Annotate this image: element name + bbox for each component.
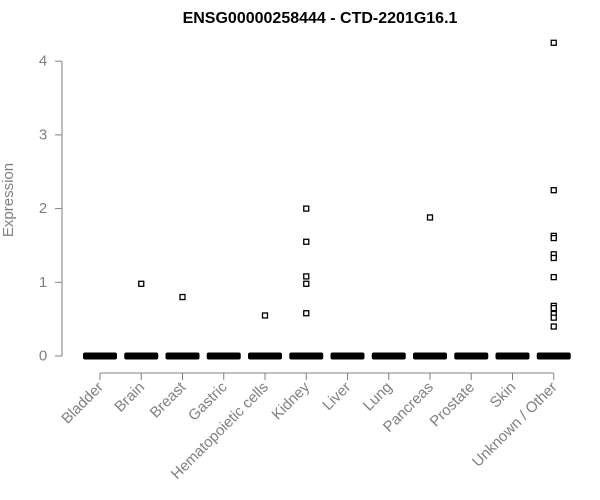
x-tick-label: Skin: [487, 379, 520, 412]
zero-band: [165, 352, 200, 360]
zero-band: [495, 352, 530, 360]
x-tick-label: Prostate: [427, 379, 479, 431]
zero-band: [536, 352, 571, 360]
zero-band: [371, 352, 406, 360]
x-tick-label: Brain: [111, 379, 148, 416]
data-point: [550, 304, 557, 312]
zero-band: [330, 352, 365, 360]
zero-band: [454, 352, 489, 360]
x-tick-label: Kidney: [269, 378, 314, 423]
data-points: [138, 39, 557, 330]
data-point: [550, 314, 557, 321]
y-tick-label: 2: [39, 200, 47, 217]
data-point: [550, 234, 557, 242]
y-tick-label: 3: [39, 126, 47, 143]
data-point: [550, 254, 557, 262]
zero-band: [413, 352, 447, 360]
y-tick-label: 0: [39, 348, 47, 365]
x-tick-label: Breast: [147, 378, 190, 421]
zero-band: [83, 352, 117, 360]
data-point: [426, 214, 434, 221]
data-point: [138, 280, 145, 287]
zero-band: [206, 352, 241, 360]
data-point: [303, 280, 310, 287]
data-point: [303, 238, 310, 245]
zero-value-bands: [83, 352, 571, 360]
x-tick-label: Lung: [360, 379, 396, 415]
data-point: [303, 310, 310, 317]
y-tick-label: 1: [39, 274, 47, 291]
data-point: [550, 273, 557, 281]
data-point: [303, 205, 310, 212]
y-tick-label: 4: [39, 53, 47, 70]
chart-title: ENSG00000258444 - CTD-2201G16.1: [183, 10, 458, 27]
data-point: [303, 273, 310, 280]
zero-band: [124, 352, 159, 360]
data-point: [550, 323, 557, 330]
data-point: [550, 39, 557, 46]
y-axis-label: Expression: [0, 163, 17, 237]
data-point: [179, 293, 186, 301]
x-tick-label: Bladder: [58, 379, 107, 428]
data-point: [261, 312, 269, 319]
data-point: [550, 187, 557, 194]
zero-band: [289, 352, 324, 360]
x-tick-label: Liver: [319, 379, 354, 414]
y-axis: 0 1 2 3 4: [39, 53, 63, 365]
zero-band: [248, 352, 282, 360]
